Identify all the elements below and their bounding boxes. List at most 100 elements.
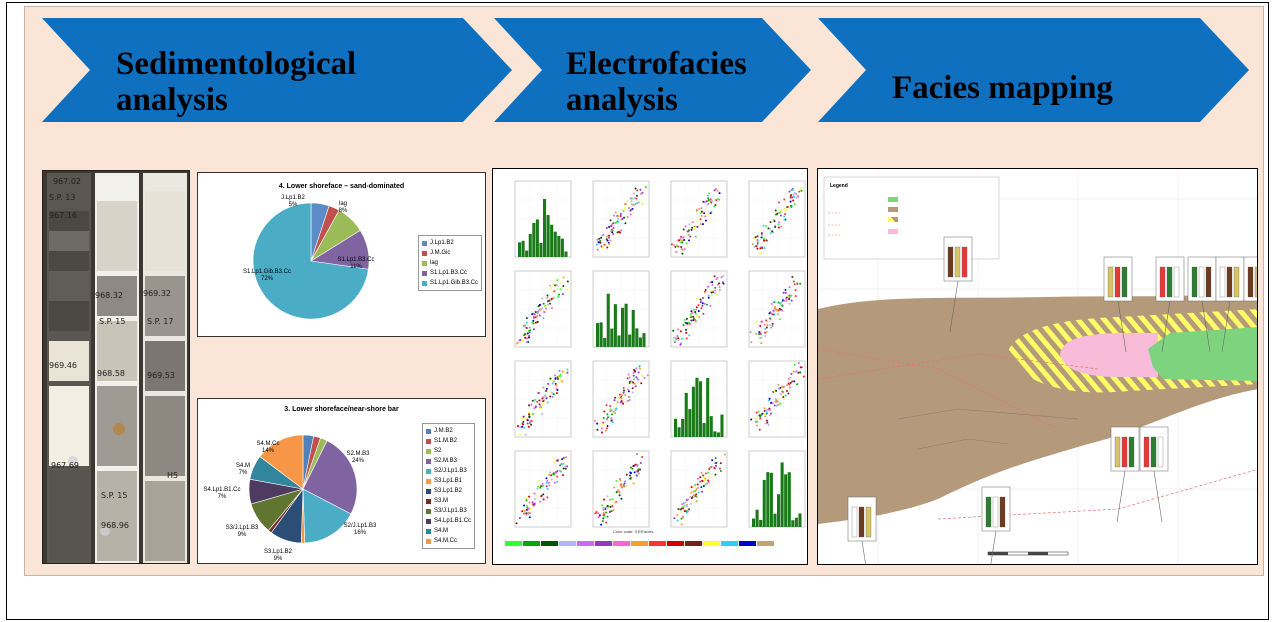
legend-label: J.M.Gic — [430, 250, 451, 256]
core-photo: 967.02 S.P. 13 967.16 968.32 969.32 S.P. 15 S.… — [42, 170, 190, 564]
colorbar-caption: Color code: 3 ElFacies — [613, 529, 654, 534]
crossplot-cell — [748, 360, 806, 438]
legend-swatch — [426, 438, 431, 444]
crossplot-cell — [514, 360, 572, 438]
well-log — [1243, 256, 1257, 302]
well-log-panels — [847, 236, 1257, 564]
step-2-label: Electrofacies analysis — [566, 46, 747, 118]
core-label: 969.53 — [147, 371, 175, 380]
legend-label: S1.M.B2 — [434, 438, 458, 444]
well-pointer — [1161, 300, 1171, 353]
pie-label-name: S3/J.Lp1.B3 — [226, 525, 259, 531]
legend-item: S2 — [426, 446, 471, 456]
pie-label-name: lag — [339, 201, 347, 207]
colorbar-swatch — [667, 541, 684, 546]
legend-item: S4.M.Cc — [426, 536, 471, 546]
core-label: 967.16 — [49, 211, 77, 220]
legend-item: J.M.Gic — [422, 248, 478, 258]
pie-label-pct: 9% — [238, 532, 247, 538]
crossplot-matrix-drawing — [505, 180, 806, 546]
pie-label-name: S4.Lp1.B1.Cc — [203, 487, 240, 493]
legend-label: J.M.B2 — [434, 428, 453, 434]
well-pointer — [1201, 300, 1211, 353]
core-label: S.P. 17 — [147, 317, 174, 326]
map-green-zone — [1148, 327, 1257, 381]
well-log — [1139, 426, 1169, 472]
pie-chart-1: 4. Lower shoreface – sand-dominated J.Lp… — [197, 172, 486, 337]
legend-swatch — [422, 250, 427, 256]
legend-label: S1.Lp1.Gib.B3.Cc — [430, 280, 479, 286]
legend-label: S3/J.Lp1.B3 — [434, 508, 467, 514]
well-pointer — [1117, 300, 1127, 353]
legend-swatch — [426, 508, 431, 514]
crossplot-cell — [670, 360, 728, 438]
well-pointer — [990, 530, 997, 564]
pie-label-pct: 9% — [274, 556, 283, 562]
core-label: S.P. 15 — [101, 491, 128, 500]
pie-1-title: 4. Lower shoreface – sand-dominated — [278, 183, 405, 190]
map-legend-title: Legend — [830, 183, 848, 189]
pie-label-name: S4.M.Cc — [256, 441, 279, 447]
legend-swatch — [422, 280, 427, 286]
step-1-label: Sedimentological analysis — [116, 46, 357, 118]
well-log — [1110, 426, 1140, 472]
core-label: 967.02 — [53, 177, 81, 186]
colorbar-swatch — [685, 541, 702, 546]
legend-item: S1.M.B2 — [426, 436, 471, 446]
crossplot-cell — [592, 270, 650, 348]
step-arrow-1 — [42, 18, 512, 122]
pie-label-name: S4.M — [236, 463, 250, 469]
step-arrow-2 — [494, 18, 811, 122]
core-label: S.P. 15 — [99, 317, 126, 326]
crossplot-cell — [514, 180, 572, 258]
colorbar-swatch — [757, 541, 774, 546]
crossplot-cell — [514, 270, 572, 348]
legend-swatch — [426, 528, 431, 534]
legend-label: S4.Lp1.B1.Cc — [434, 518, 472, 524]
crossplot-cell — [748, 270, 806, 348]
legend-item: S1.Lp1.B3.Cc — [422, 268, 478, 278]
legend-swatch — [422, 260, 427, 266]
pie-1-legend: J.Lp1.B2 J.M.Gic lag S1.Lp1.B3.Cc S1.Lp1.Gib… — [418, 235, 483, 291]
pie-label-pct: 7% — [218, 494, 227, 500]
facies-map: Legend — [817, 168, 1258, 565]
legend-item: S4.M — [426, 526, 471, 536]
legend-label: S2.M.B3 — [434, 458, 458, 464]
colorbar-swatch — [595, 541, 612, 546]
colorbar-swatch — [505, 541, 522, 546]
well-pointer — [949, 280, 959, 333]
colorbar-swatch — [631, 541, 648, 546]
well-log — [847, 496, 877, 542]
pie-label-name: J.Lp1.B2 — [281, 195, 305, 201]
legend-swatch — [426, 538, 431, 544]
legend-swatch — [426, 518, 431, 524]
colorbar-swatch — [739, 541, 756, 546]
colorbar-swatch — [649, 541, 666, 546]
core-label: S.P. 13 — [49, 193, 76, 202]
crossplot-cell — [670, 180, 728, 258]
crossplot-cell — [670, 270, 728, 348]
pie-label-pct: 14% — [262, 448, 275, 454]
map-pink-zone — [1060, 333, 1158, 377]
pie-slice — [252, 202, 369, 320]
legend-item: S2/J.Lp1.B3 — [426, 466, 471, 476]
facies-map-drawing: Legend — [818, 169, 1257, 564]
pie-label-name: S2.M.B3 — [346, 451, 370, 457]
well-log — [1103, 256, 1133, 302]
crossplot-cell — [748, 450, 806, 528]
legend-label: S3.M — [434, 498, 449, 504]
colorbar-swatch — [577, 541, 594, 546]
pie-slice — [259, 434, 304, 490]
core-label: 967.69 — [51, 461, 79, 470]
legend-item: S3/J.Lp1.B3 — [426, 506, 471, 516]
pie-label-pct: 16% — [354, 530, 367, 536]
legend-item: J.M.B2 — [426, 426, 471, 436]
pie-2-drawing: S4.M.Cc14%S4.M7%S4.Lp1.B1.Cc7%S2.M.B324%… — [203, 434, 377, 562]
legend-label: S4.M.Cc — [434, 538, 458, 544]
legend-swatch — [426, 468, 431, 474]
legend-swatch — [426, 488, 431, 494]
legend-label: J.Lp1.B2 — [430, 240, 454, 246]
core-label: 968.96 — [101, 521, 129, 530]
legend-item: S2.M.B3 — [426, 456, 471, 466]
